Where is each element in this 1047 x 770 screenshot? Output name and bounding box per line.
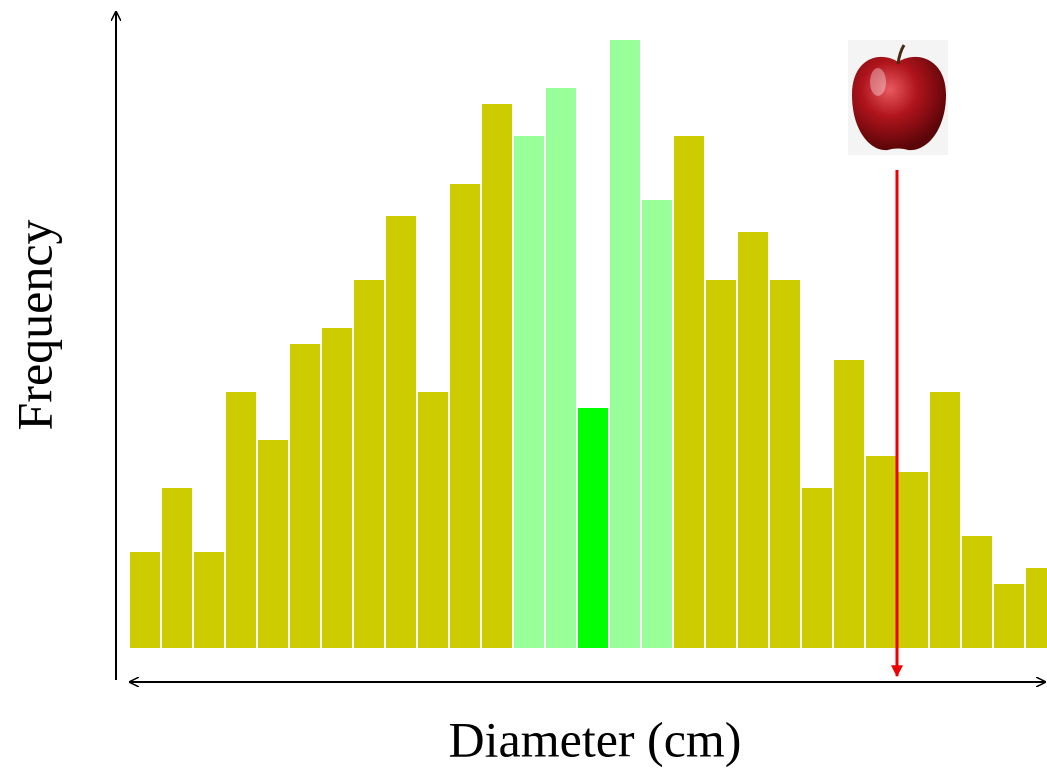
bar xyxy=(482,104,512,648)
bars xyxy=(130,40,1047,648)
bar xyxy=(322,328,352,648)
bar xyxy=(962,536,992,648)
bar xyxy=(770,280,800,648)
bar xyxy=(578,408,608,648)
bar xyxy=(834,360,864,648)
bar xyxy=(706,280,736,648)
bar xyxy=(930,392,960,648)
bar xyxy=(514,136,544,648)
bar xyxy=(546,88,576,648)
bar xyxy=(226,392,256,648)
bar xyxy=(610,40,640,648)
bar xyxy=(450,184,480,648)
bar xyxy=(802,488,832,648)
bar xyxy=(1026,568,1047,648)
x-axis-label: Diameter (cm) xyxy=(449,711,742,767)
bar xyxy=(258,440,288,648)
bar xyxy=(898,472,928,648)
bar xyxy=(738,232,768,648)
bar xyxy=(354,280,384,648)
bar xyxy=(994,584,1024,648)
bar xyxy=(290,344,320,648)
bar xyxy=(130,552,160,648)
bar xyxy=(386,216,416,648)
bar xyxy=(642,200,672,648)
bar xyxy=(674,136,704,648)
bar xyxy=(866,456,896,648)
apple-icon xyxy=(848,40,948,155)
bar xyxy=(418,392,448,648)
bar xyxy=(162,488,192,648)
y-axis-label: Frequency xyxy=(6,219,62,430)
bar xyxy=(194,552,224,648)
